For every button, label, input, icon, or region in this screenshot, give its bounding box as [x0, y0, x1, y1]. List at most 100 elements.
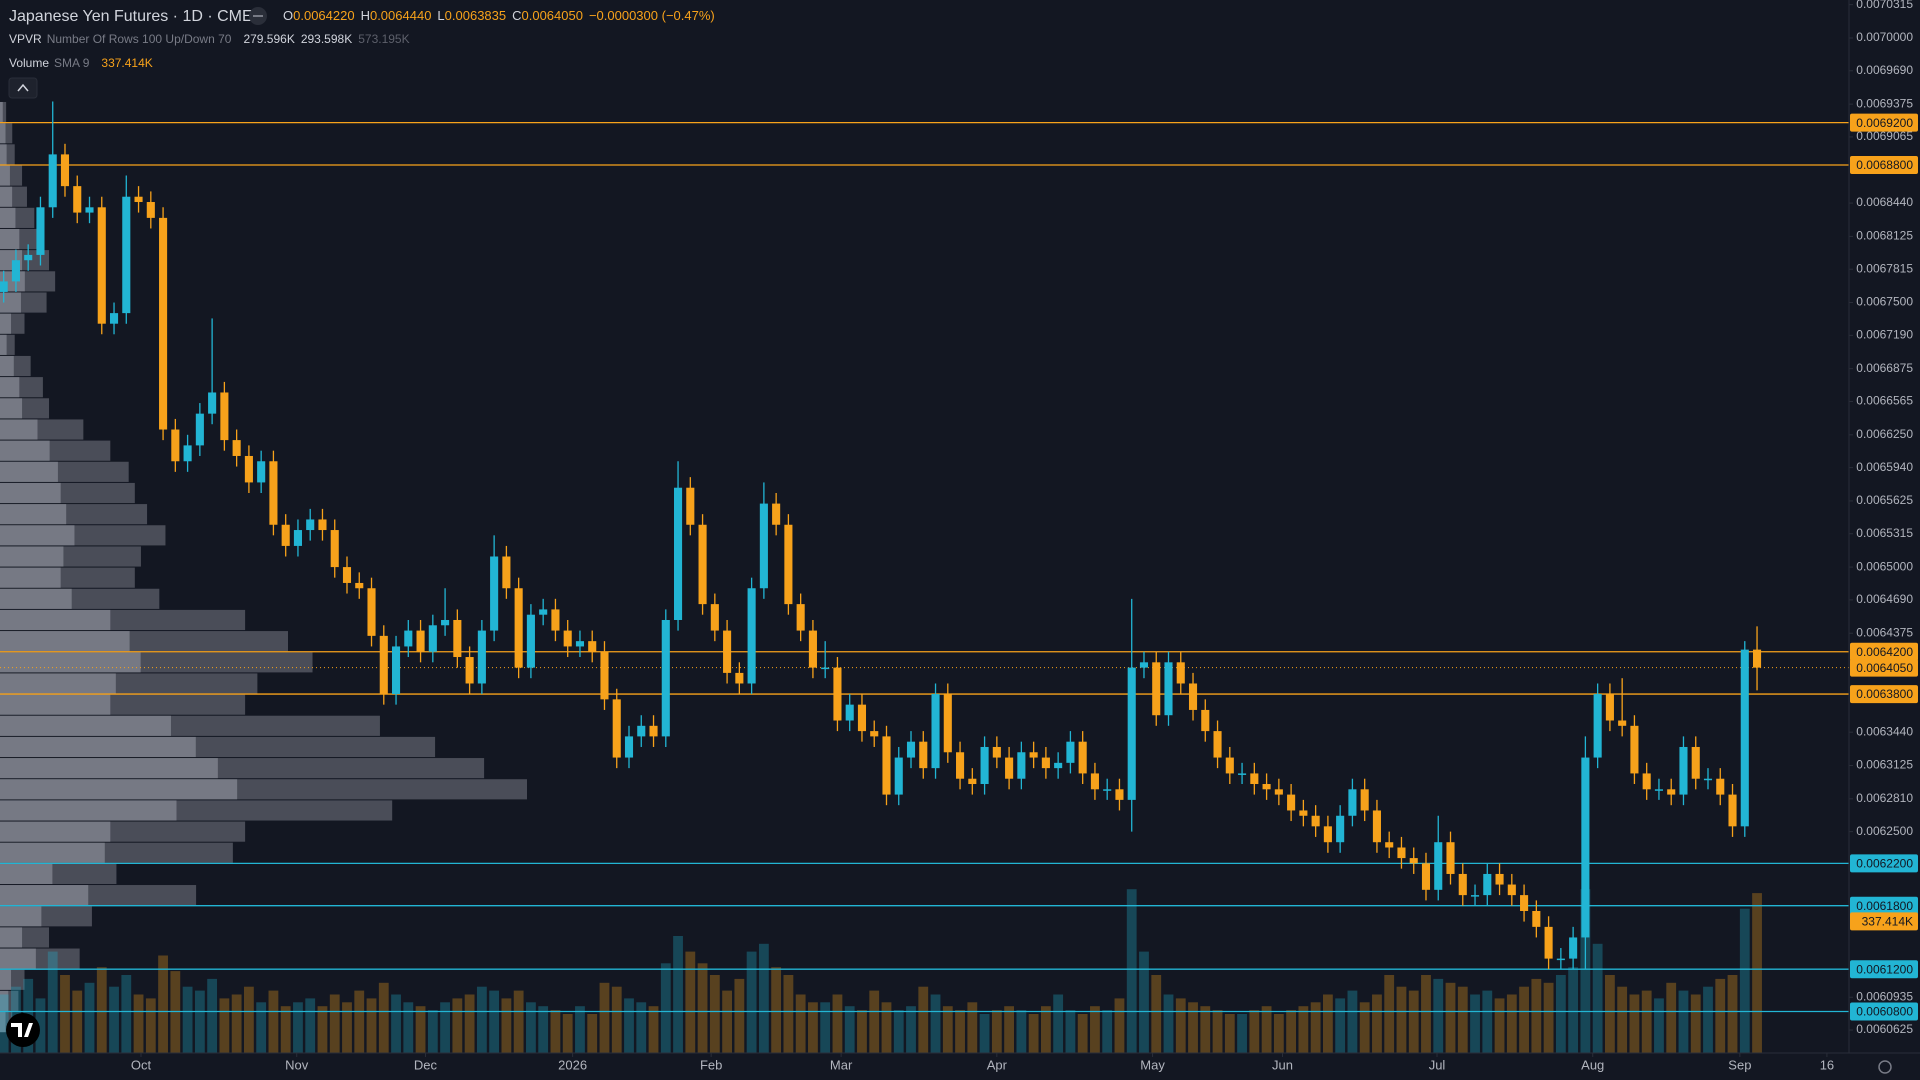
- volume-bar: [1678, 990, 1689, 1053]
- y-tick-label: 0.0066565: [1856, 394, 1913, 408]
- profile-bar-up: [0, 631, 130, 652]
- volume-bar: [1666, 982, 1677, 1053]
- volume-bar: [219, 998, 230, 1053]
- y-tick-label: 0.0065940: [1856, 460, 1913, 474]
- profile-bar-up: [0, 207, 16, 228]
- vpvr-legend: VPVR Number Of Rows 100 Up/Down 70 279.596…: [9, 32, 410, 46]
- candle-body: [379, 635, 388, 695]
- candle-body: [195, 413, 204, 446]
- volume-bar: [538, 1006, 549, 1053]
- volume-bar: [1384, 975, 1395, 1053]
- profile-bar-up: [0, 228, 20, 250]
- volume-bar: [722, 990, 732, 1053]
- volume-bar: [906, 1006, 916, 1053]
- volume-bar: [1347, 990, 1358, 1053]
- candle-body: [122, 196, 131, 314]
- ohlc-header: O0.0064220 H0.0064440 L0.0063835 C0.0064050…: [283, 8, 715, 23]
- profile-bar-up: [0, 885, 89, 906]
- y-tick-label: 0.0065315: [1856, 526, 1913, 540]
- volume-bar: [1703, 986, 1713, 1053]
- candle-body: [845, 704, 854, 721]
- y-tick-label: 0.0062810: [1856, 791, 1913, 805]
- volume-bar: [1739, 908, 1750, 1053]
- level-label: 0.0063800: [1856, 687, 1913, 701]
- candle-body: [1495, 873, 1504, 885]
- level-label: 0.0069200: [1856, 116, 1913, 130]
- candle-body: [159, 217, 168, 430]
- candle-body: [637, 725, 646, 737]
- volume-bar: [329, 994, 340, 1053]
- candle-body: [318, 519, 327, 531]
- volume-bar: [611, 986, 622, 1053]
- y-tick-label: 0.0070315: [1856, 0, 1913, 11]
- volume-bar: [1273, 1014, 1284, 1053]
- profile-bar-up: [0, 101, 3, 123]
- volume-bar: [1212, 1010, 1223, 1053]
- y-tick-label: 0.0066875: [1856, 361, 1913, 375]
- volume-bar: [268, 990, 279, 1053]
- candle-body: [1642, 773, 1651, 790]
- candle-body: [1679, 746, 1688, 795]
- volume-sma-box: [1850, 912, 1918, 931]
- axes: 0.0070315 0.0070000 0.0069690 0.0069375 0.00…: [131, 0, 1918, 1072]
- volume-bar: [526, 1002, 536, 1053]
- volume-bar: [427, 1010, 438, 1053]
- volume-bar: [636, 1002, 647, 1053]
- candle-body: [293, 530, 302, 546]
- volume-bar: [464, 994, 475, 1053]
- y-tick-label: 0.0065625: [1856, 493, 1913, 507]
- volume-bar: [1114, 998, 1125, 1053]
- volume-bar: [1421, 975, 1431, 1053]
- profile-bar-up: [0, 186, 13, 207]
- settings-button[interactable]: [1878, 1060, 1892, 1074]
- candle-body: [796, 604, 805, 631]
- profile-bar-up: [0, 609, 111, 631]
- volume-bar: [35, 998, 46, 1053]
- tradingview-logo[interactable]: [6, 1013, 40, 1047]
- y-tick-label: 0.0067815: [1856, 261, 1913, 275]
- candle-body: [355, 582, 364, 589]
- level-label: 0.0061800: [1856, 899, 1913, 913]
- volume-bar: [256, 1002, 267, 1053]
- candle-body: [759, 503, 768, 589]
- volume-bar: [697, 963, 708, 1053]
- candle-body: [1421, 863, 1431, 890]
- volume-bar: [1531, 978, 1542, 1053]
- profile-bar-up: [0, 313, 12, 334]
- collapse-button[interactable]: [8, 77, 38, 99]
- volume-bar: [844, 1006, 855, 1053]
- candle-body: [1446, 842, 1455, 874]
- candle-body: [465, 657, 474, 684]
- candle-body: [1299, 810, 1308, 816]
- volume-bar: [158, 955, 168, 1053]
- volume-bar: [624, 998, 634, 1053]
- level-label: 0.0062200: [1856, 857, 1913, 871]
- volume-bar: [857, 1010, 867, 1053]
- volume-bar: [342, 1002, 352, 1053]
- volume-bar: [587, 1014, 598, 1053]
- volume-bar: [942, 1006, 953, 1053]
- profile-bar-up: [0, 165, 10, 186]
- volume-bar: [1237, 1014, 1247, 1053]
- candle-body: [931, 694, 940, 769]
- candle-body: [1041, 757, 1050, 769]
- candle-body: [919, 741, 928, 769]
- level-box: [1850, 113, 1918, 132]
- ohlc-value: 0.0063835: [445, 8, 506, 23]
- volume-bar: [1053, 994, 1064, 1053]
- volume-bar: [1175, 998, 1186, 1053]
- profile-bar-up: [0, 355, 14, 377]
- volume-bar: [1580, 889, 1591, 1053]
- volume-bar: [1188, 1002, 1198, 1053]
- volume-bar: [231, 994, 242, 1053]
- candle-body: [1115, 789, 1124, 800]
- candle-body: [1029, 752, 1038, 758]
- profile-bar-up: [0, 567, 61, 588]
- profile-bar-up: [0, 863, 53, 885]
- volume-bar: [1494, 998, 1505, 1053]
- volume-bar: [1690, 994, 1701, 1053]
- volume-bar: [1408, 990, 1419, 1053]
- candle-body: [453, 619, 462, 658]
- volume-bar: [1004, 1006, 1015, 1053]
